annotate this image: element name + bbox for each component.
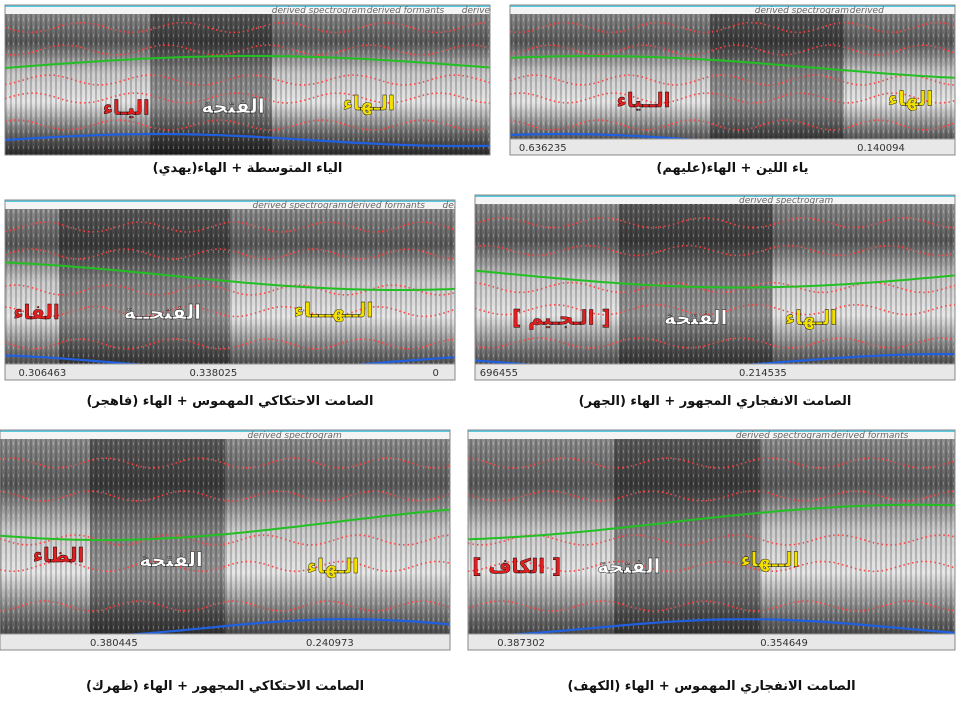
time-value: 696455 — [480, 368, 518, 379]
time-value: 0 — [433, 368, 439, 379]
spectrogram-panel: derived spectrogramderived formants 0.387… — [468, 430, 955, 650]
segment-label: [ الكاف ] — [472, 554, 561, 578]
segment-label: الفتحة — [664, 306, 727, 330]
segment-label: الفتحة — [201, 94, 264, 118]
caption: الصامت الاحتكاكي المهموس + الهاء (فاهجر) — [87, 394, 374, 409]
segment-label: الفتحة — [139, 547, 202, 571]
spectrogram-panel: derived spectrogram 696455 0.214535 [ الـجـ… — [475, 195, 955, 380]
segment-label: الــهاء — [740, 547, 799, 571]
time-value: 0.380445 — [90, 638, 138, 649]
time-value: 0.214535 — [739, 368, 787, 379]
caption: الصامت الانفجاري المهموس + الهاء (الكهف) — [567, 679, 855, 694]
panel-body: derived spectrogram 0.380445 0.240973 الظاء… — [0, 430, 450, 650]
legend-entry: derived formants — [367, 6, 445, 16]
caption: الصامت الانفجاري المجهور + الهاء (الجهر) — [579, 394, 852, 409]
segment-label: الظاء — [33, 543, 85, 567]
spectrogram-panel: derived spectrogram 0.380445 0.240973 الظاء… — [0, 430, 450, 650]
segment-label: الـهاء — [785, 306, 837, 330]
legend-entry: derived spectrogram — [248, 431, 342, 441]
time-value: 0.140094 — [857, 143, 905, 154]
time-value: 0.306463 — [19, 368, 67, 379]
legend-entry: derived spectrogram — [736, 431, 830, 441]
legend-entry: derived formants — [348, 201, 426, 211]
segment-label: الـهاء — [307, 554, 359, 578]
texture — [510, 5, 955, 155]
legend-entry: derived spectrogram — [739, 196, 833, 206]
time-bar — [0, 634, 450, 650]
caption: الصامت الاحتكاكي المجهور + الهاء (ظهرك) — [86, 679, 364, 694]
segment-label: الهاء — [888, 87, 933, 111]
panel-body: derived spectrogramderived formantsderiv… — [5, 200, 519, 380]
time-value: 0.354649 — [760, 638, 808, 649]
segment-label: الفاء — [13, 300, 60, 324]
segment-label: الفتحة — [597, 554, 660, 578]
segment-label: اليـاء — [103, 96, 150, 120]
texture — [5, 5, 490, 155]
figure: derived spectrogramderived formantsderiv… — [0, 0, 959, 702]
segment-label: الــهـــاء — [294, 298, 373, 322]
segment-label: الـهاء — [343, 91, 395, 115]
caption: الياء المتوسطة + الهاء(يهدي) — [153, 161, 343, 176]
segment-label: الفتحــة — [124, 300, 201, 324]
caption: ياء اللين + الهاء(عليهم) — [656, 161, 808, 176]
legend-entry: derived formants — [831, 431, 909, 441]
legend-entry: derived spectrogram — [272, 6, 366, 16]
time-bar — [475, 364, 955, 380]
legend-entry: derived — [850, 6, 884, 16]
legend-entry: derived spectrogram — [755, 6, 849, 16]
time-value: 0.240973 — [306, 638, 354, 649]
panel-body: derived spectrogram 696455 0.214535 [ الـجـ… — [475, 195, 955, 380]
time-value: 0.387302 — [497, 638, 545, 649]
legend-entry: derived spectrogram — [253, 201, 347, 211]
time-value: 0.636235 — [519, 143, 567, 154]
segment-label: الــياء — [617, 88, 671, 112]
time-value: 0.338025 — [190, 368, 238, 379]
segment-label: [ الـجـيم ] — [512, 306, 611, 330]
